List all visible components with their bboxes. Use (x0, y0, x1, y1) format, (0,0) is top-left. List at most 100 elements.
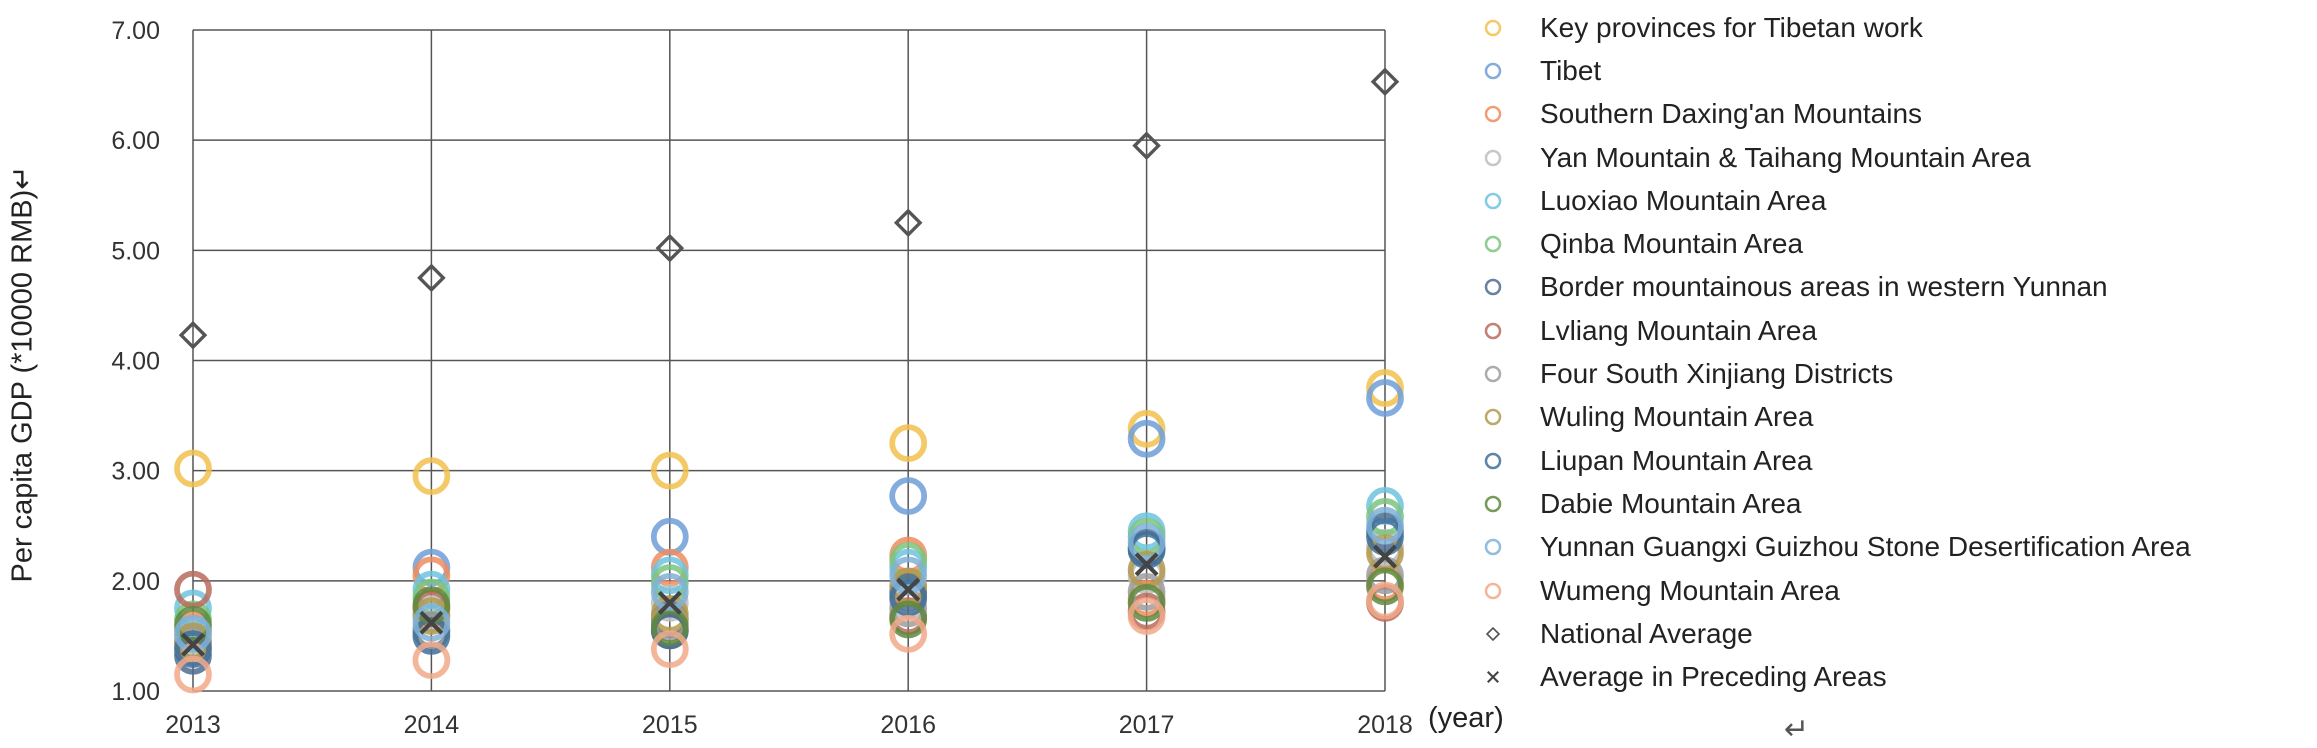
series-0 (174, 369, 1404, 496)
data-point (1127, 583, 1166, 622)
data-point (650, 608, 689, 646)
legend-label: Yan Mountain & Taihang Mountain Area (1540, 141, 2031, 173)
legend-marker (1484, 409, 1502, 426)
data-point (1370, 67, 1400, 97)
legend-marker (1484, 279, 1502, 296)
series-3 (174, 528, 1404, 655)
x-tick-label: 2015 (642, 711, 698, 739)
series-6 (174, 512, 1404, 675)
legend-item: Four South Xinjiang Districts (1468, 352, 2191, 395)
series-12 (174, 506, 1404, 653)
legend-label: Yunnan Guangxi Guizhou Stone Desertifica… (1540, 531, 2191, 563)
legend-marker (1484, 149, 1502, 166)
data-point (650, 630, 689, 669)
legend-label: Border mountainous areas in western Yunn… (1540, 271, 2108, 303)
data-point (419, 610, 444, 635)
data-point (174, 449, 212, 488)
series-1 (174, 379, 1404, 662)
legend-label: Wumeng Mountain Area (1540, 574, 1840, 606)
data-point (181, 632, 205, 657)
legend-marker-shape (1484, 192, 1502, 210)
legend-label: Tibet (1540, 54, 1602, 86)
data-point (889, 600, 928, 639)
legend-item: Yan Mountain & Taihang Mountain Area (1468, 136, 2191, 179)
series-14 (178, 67, 1400, 350)
data-point (1127, 597, 1166, 635)
data-point (650, 595, 689, 633)
legend-label: Liupan Mountain Area (1540, 444, 1813, 476)
y-tick-label: 7.00 (111, 17, 160, 45)
data-point (1366, 379, 1404, 417)
legend-label: Luoxiao Mountain Area (1540, 184, 1827, 216)
data-point (417, 263, 446, 293)
data-point (1366, 567, 1404, 606)
legend-marker (1484, 192, 1502, 210)
data-point (1366, 506, 1404, 545)
legend-marker (1484, 235, 1502, 253)
legend-marker (1484, 365, 1502, 383)
legend-marker-shape (1484, 62, 1502, 80)
legend-marker-shape (1484, 582, 1502, 599)
y-tick-label: 4.00 (111, 348, 160, 376)
legend-marker-shape (1484, 495, 1502, 513)
data-point (174, 570, 212, 609)
legend-item: Luoxiao Mountain Area (1468, 179, 2191, 222)
legend-marker (1484, 538, 1502, 556)
legend-marker (1487, 671, 1499, 684)
data-point (893, 208, 923, 238)
legend-marker (1484, 495, 1502, 513)
legend-marker-shape (1484, 105, 1502, 123)
y-tick-label: 6.00 (111, 127, 160, 155)
grid (192, 29, 1386, 692)
legend-marker-shape (1484, 149, 1502, 166)
legend-marker-shape (1484, 538, 1502, 556)
x-tick-label: 2013 (165, 711, 221, 739)
legend-item: Dabie Mountain Area (1468, 482, 2191, 525)
legend-marker (1484, 582, 1502, 599)
data-point (1373, 544, 1397, 569)
x-tick-label: 2017 (1119, 711, 1175, 739)
legend-label: Dabie Mountain Area (1540, 487, 1802, 519)
data-point (655, 233, 685, 263)
data-point (889, 578, 928, 617)
legend-marker (1484, 105, 1502, 123)
legend-marker (1484, 62, 1502, 80)
legend-label: Southern Daxing'an Mountains (1540, 98, 1923, 130)
legend-marker (1485, 626, 1501, 641)
legend-marker-shape (1484, 409, 1502, 426)
data-point (1127, 419, 1166, 458)
data-point (1366, 581, 1404, 620)
data-point (1127, 523, 1166, 562)
legend-label: Wuling Mountain Area (1540, 401, 1814, 433)
legend-marker-shape (1484, 365, 1502, 383)
legend-marker-shape (1484, 19, 1502, 36)
return-mark: ↵ (1784, 713, 1810, 746)
legend-label: National Average (1540, 617, 1753, 649)
y-tick-label: 3.00 (111, 458, 160, 486)
data-point (650, 451, 689, 490)
y-tick-label: 5.00 (111, 237, 160, 265)
data-point (1132, 131, 1161, 160)
series-15 (181, 544, 1397, 657)
legend-marker-shape (1484, 322, 1502, 339)
data-point (1127, 572, 1166, 611)
data-point (650, 583, 689, 622)
series-13 (174, 581, 1404, 694)
series-9 (174, 534, 1404, 661)
legend-item: Southern Daxing'an Mountains (1468, 93, 2191, 136)
legend-marker-shape (1484, 279, 1502, 296)
y-axis-label: Per capita GDP (*10000 RMB)↵ (6, 165, 39, 583)
legend-label: Key provinces for Tibetan work (1540, 11, 1923, 43)
data-points (174, 67, 1404, 694)
data-point (657, 590, 682, 615)
legend-item: Tibet (1468, 49, 2191, 92)
data-point (896, 577, 921, 602)
legend-item: Average in Preceding Areas (1468, 655, 2191, 698)
legend-label: Four South Xinjiang Districts (1540, 358, 1894, 390)
y-tick-label: 1.00 (111, 678, 160, 706)
legend-marker (1484, 19, 1502, 36)
legend-item: Wumeng Mountain Area (1468, 569, 2191, 612)
x-axis-unit: (year) (1428, 702, 1504, 734)
legend-label: Average in Preceding Areas (1540, 661, 1887, 693)
